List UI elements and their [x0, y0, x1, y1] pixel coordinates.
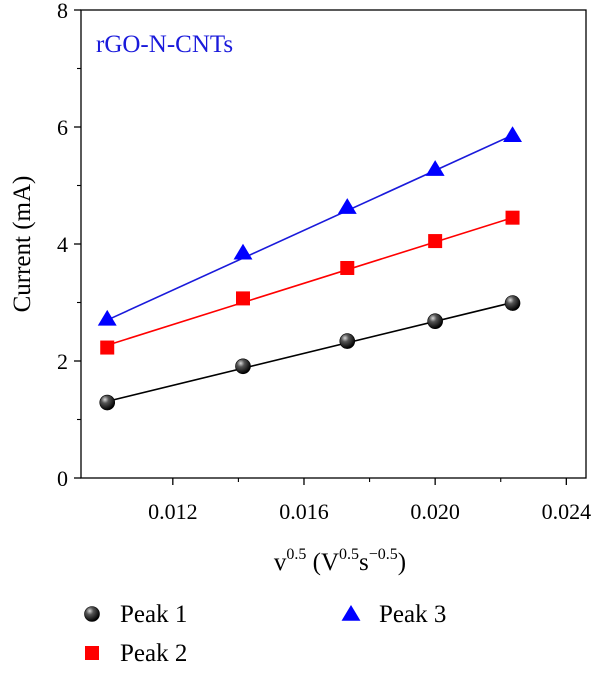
y-tick-label-3: 6 [57, 115, 68, 140]
series-3-point-3 [337, 198, 357, 214]
y-tick-label-0: 0 [57, 466, 68, 491]
plot-frame [80, 9, 587, 479]
series-2-point-4 [428, 234, 443, 249]
series-1-point-5 [504, 295, 521, 311]
legend-label-1: Peak 1 [120, 601, 187, 628]
x-tick-labels: 0.012 0.016 0.020 0.024 [148, 499, 591, 524]
legend-marker-1 [84, 606, 100, 622]
series-2-point-3 [340, 260, 355, 275]
axis-ticks [74, 9, 567, 485]
x-tick-label-2: 0.020 [410, 499, 460, 524]
series-2-point-2 [235, 291, 250, 306]
y-tick-labels: 0 2 4 6 8 [57, 0, 68, 491]
chart-annotation: rGO-N-CNTs [96, 31, 233, 58]
x-tick-label-0: 0.012 [148, 499, 198, 524]
fit-lines [106, 134, 513, 403]
series-3-point-2 [233, 243, 253, 260]
legend-label-2: Peak 2 [120, 640, 187, 667]
x-axis-title-sup2: 0.5 [339, 546, 359, 563]
y-tick-label-1: 2 [57, 349, 68, 374]
series-1-point-4 [427, 313, 443, 330]
fit-line-1 [107, 301, 513, 403]
x-axis-title-sup3: −0.5 [369, 546, 398, 563]
x-axis-title-base: v [274, 549, 287, 576]
x-tick-label-1: 0.016 [279, 499, 329, 524]
legend-label-3: Peak 3 [379, 601, 446, 628]
series-3-point-4 [425, 160, 445, 176]
y-tick-label-4: 8 [57, 0, 68, 23]
legend-marker-3 [341, 605, 361, 621]
data-markers [97, 126, 522, 411]
series-1-point-1 [99, 394, 116, 411]
series-1-point-3 [339, 333, 356, 349]
legend: Peak 1 Peak 2 Peak 3 [84, 601, 446, 667]
series-1-point-2 [235, 358, 251, 375]
series-3-point-5 [503, 126, 522, 142]
x-axis-title-mid: s [359, 549, 369, 576]
series-2-point-5 [505, 210, 520, 225]
series-3-point-1 [97, 309, 117, 326]
x-axis-title: v0.5 (V0.5s−0.5) [274, 546, 406, 576]
x-axis-title-sup1: 0.5 [286, 546, 306, 563]
fit-line-3 [106, 134, 513, 321]
y-tick-label-2: 4 [57, 232, 68, 257]
legend-marker-2 [85, 646, 99, 660]
x-tick-label-3: 0.024 [542, 499, 592, 524]
fit-line-2 [106, 216, 513, 346]
x-axis-title-close: ) [398, 549, 406, 576]
series-2-point-1 [100, 340, 115, 355]
y-axis-title: Current (mA) [9, 176, 36, 313]
x-axis-title-open: (V [306, 549, 339, 576]
